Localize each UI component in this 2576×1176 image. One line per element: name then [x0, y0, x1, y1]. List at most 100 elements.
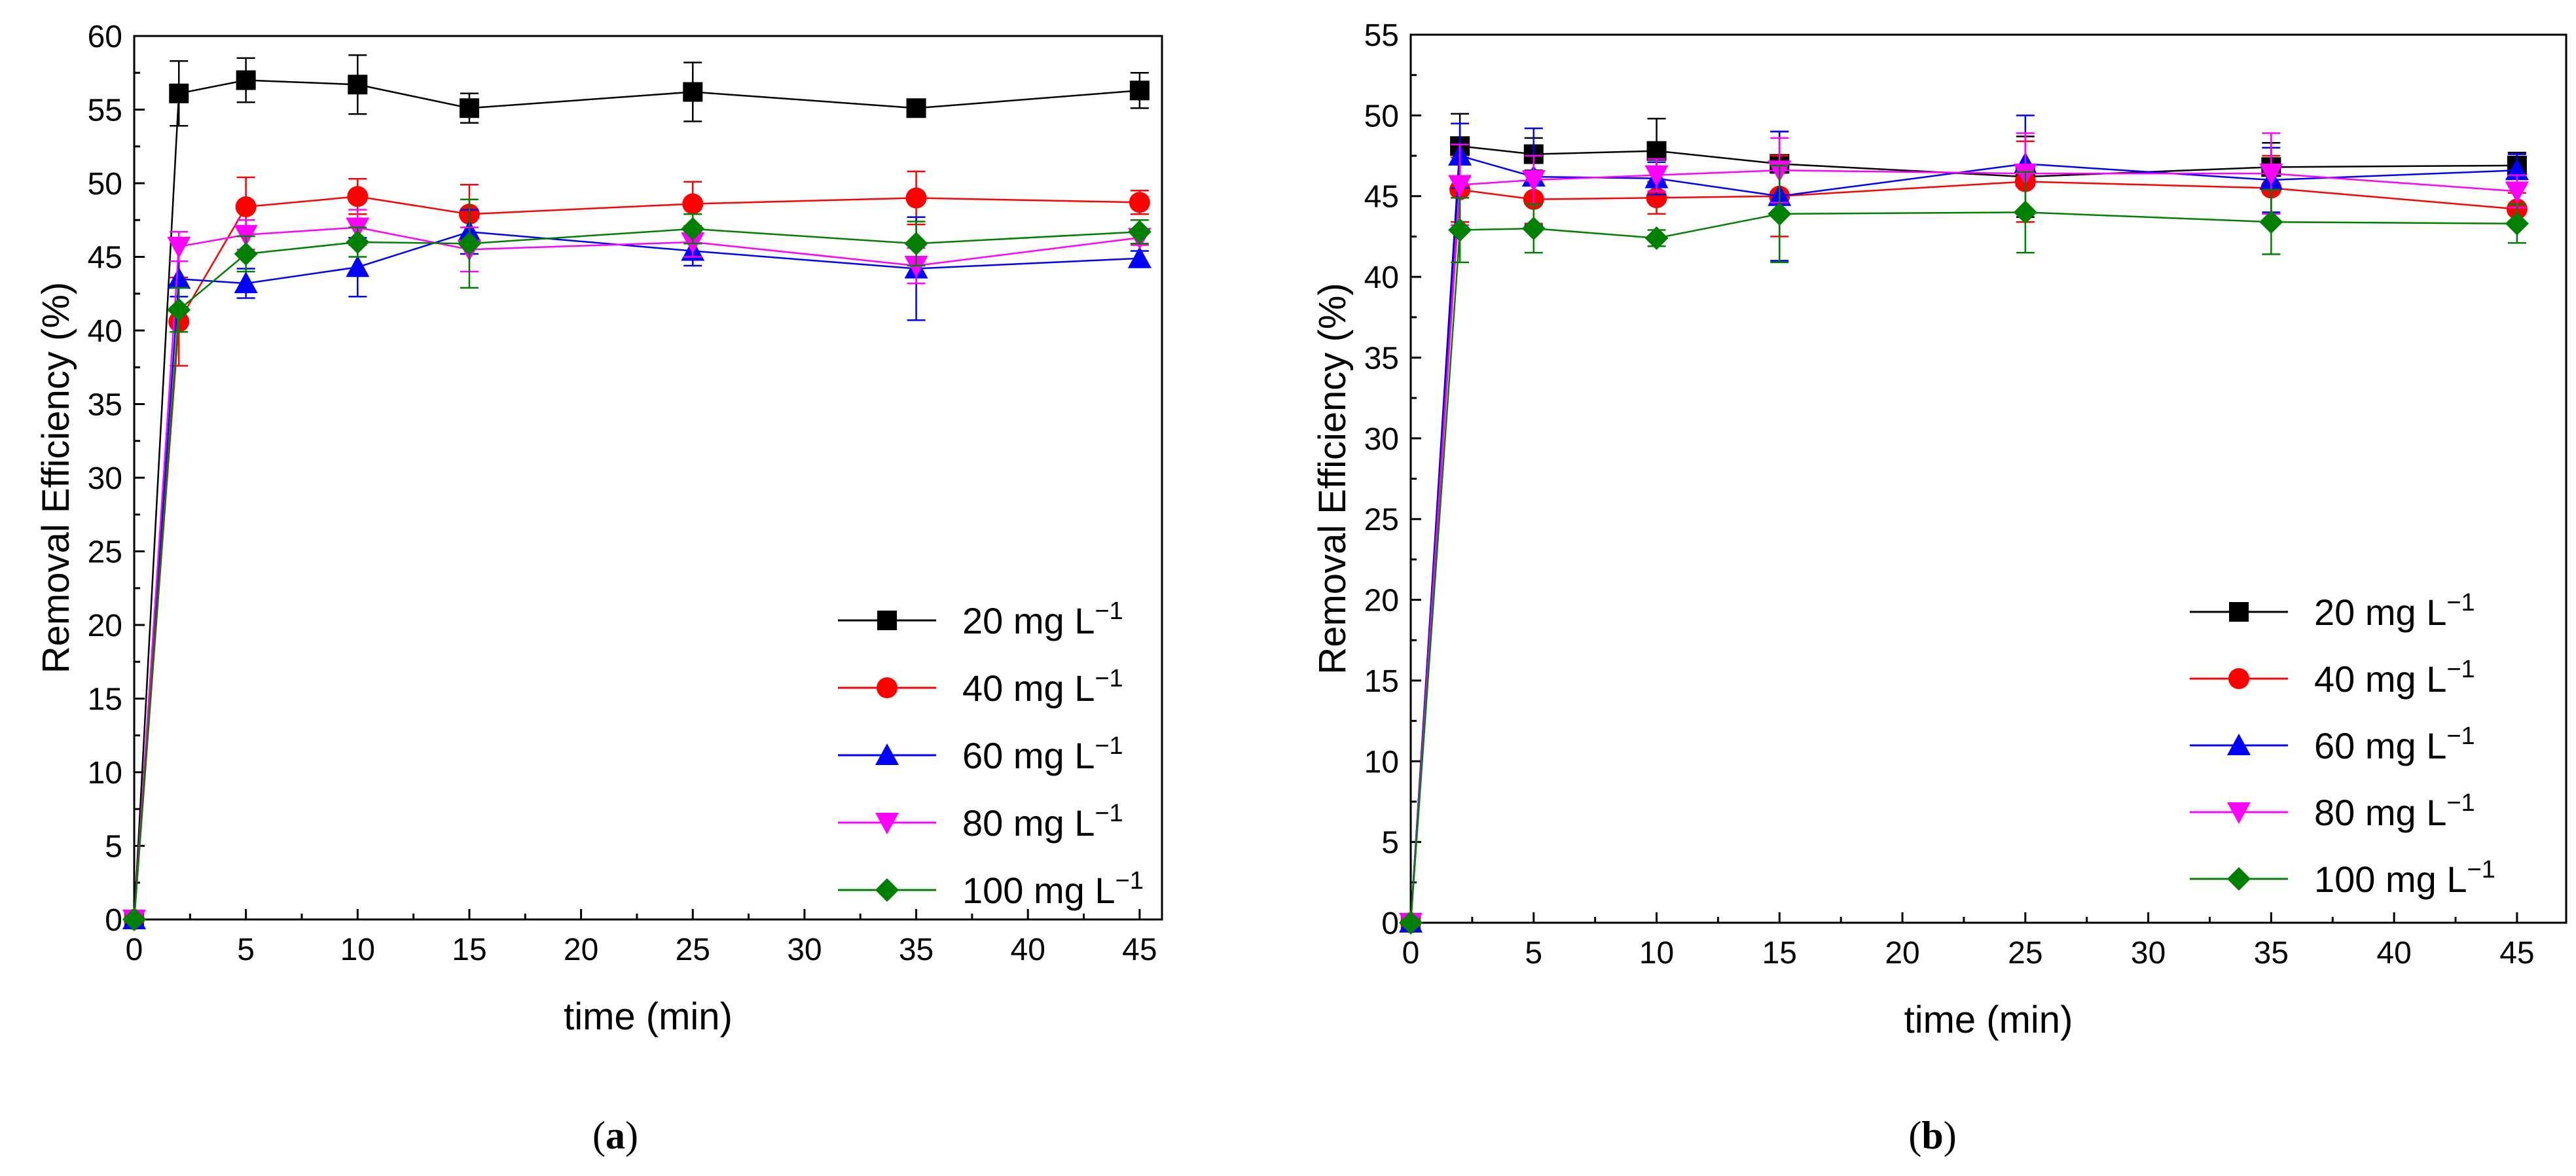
y-tick-label: 5	[1381, 826, 1399, 861]
legend-label-superscript: −1	[1095, 665, 1123, 692]
panel-label-open-paren: (	[1908, 1114, 1921, 1157]
legend-label-superscript: −1	[2446, 722, 2475, 750]
series-line	[133, 230, 1140, 920]
data-point	[346, 255, 370, 277]
legend-marker	[2227, 802, 2251, 824]
y-tick-label: 45	[1364, 180, 1399, 215]
legend-label-superscript: −1	[1095, 800, 1123, 827]
data-point	[1646, 141, 1667, 161]
x-tick-label: 15	[1762, 936, 1797, 971]
data-point	[1644, 226, 1669, 250]
series-line	[1409, 169, 2517, 923]
legend-marker	[875, 813, 899, 834]
legend-label-superscript: −1	[1095, 597, 1123, 625]
legend-label-text: 100 mg L	[2314, 859, 2467, 900]
x-tick-label: 35	[2254, 936, 2289, 971]
data-point	[457, 232, 481, 256]
data-point	[681, 217, 705, 241]
legend-marker	[875, 743, 899, 765]
y-tick-label: 10	[88, 756, 122, 791]
legend-label: 40 mg L−1	[2314, 656, 2475, 700]
legend-label-text: 60 mg L	[2314, 725, 2446, 766]
data-point	[235, 196, 257, 217]
data-point	[346, 230, 370, 254]
legend-label: 20 mg L−1	[962, 597, 1123, 641]
data-point	[905, 187, 927, 209]
panel-label-b: (b)	[1908, 1114, 1956, 1157]
y-tick-label: 35	[1364, 341, 1399, 376]
x-tick-label: 30	[787, 933, 822, 967]
x-tick-label: 0	[1402, 936, 1420, 971]
legend-label: 60 mg L−1	[2314, 722, 2475, 766]
panel-label-close-paren: )	[625, 1114, 638, 1157]
data-point	[167, 298, 191, 322]
series-line	[133, 226, 1140, 920]
legend-label-superscript: −1	[1095, 732, 1123, 760]
legend-label: 80 mg L−1	[962, 800, 1123, 844]
data-point	[1448, 218, 1472, 242]
data-point	[236, 70, 256, 90]
y-tick-label: 55	[1364, 18, 1399, 53]
series-line	[1409, 154, 2517, 923]
legend-marker	[2227, 867, 2251, 891]
data-point	[1448, 175, 1472, 197]
data-point	[2259, 210, 2283, 234]
data-point	[167, 267, 191, 289]
data-point	[234, 272, 258, 293]
data-point	[169, 83, 189, 103]
y-tick-label: 0	[105, 903, 122, 938]
legend: 20 mg L−140 mg L−160 mg L−180 mg L−1100 …	[838, 597, 1144, 911]
series-4	[1399, 132, 2529, 935]
data-point	[348, 75, 368, 95]
panel-label-letter: b	[1921, 1114, 1943, 1157]
legend-label: 100 mg L−1	[2314, 856, 2495, 900]
data-point	[1644, 165, 1669, 187]
data-point	[1129, 80, 1150, 101]
legend-marker	[877, 677, 898, 698]
data-point	[683, 82, 703, 102]
legend-label-text: 60 mg L	[962, 735, 1095, 776]
x-tick-label: 5	[1525, 936, 1542, 971]
legend-label: 80 mg L−1	[2314, 789, 2475, 833]
y-tick-label: 40	[1364, 260, 1399, 295]
data-point	[122, 908, 146, 931]
y-tick-label: 30	[1364, 422, 1399, 457]
data-point	[904, 232, 928, 256]
y-axis-title: Removal Efficiency (%)	[35, 282, 77, 673]
y-tick-label: 20	[1364, 584, 1399, 618]
panel-label-open-paren: (	[592, 1114, 606, 1157]
legend: 20 mg L−140 mg L−160 mg L−180 mg L−1100 …	[2190, 589, 2495, 900]
y-tick-label: 60	[88, 20, 122, 54]
series-5	[122, 198, 1152, 931]
y-tick-label: 15	[1364, 664, 1399, 699]
x-tick-label: 40	[2376, 936, 2411, 971]
y-tick-label: 20	[88, 609, 122, 643]
y-tick-label: 0	[1381, 906, 1399, 941]
y-tick-label: 50	[88, 167, 122, 202]
data-point	[2259, 164, 2283, 186]
data-point	[904, 256, 928, 277]
y-tick-label: 40	[88, 314, 122, 349]
x-tick-label: 10	[340, 933, 375, 967]
series-line	[133, 79, 1140, 920]
series-line	[133, 195, 1140, 920]
plot-frame	[133, 35, 1163, 921]
x-tick-label: 45	[2499, 936, 2534, 971]
panel-label-a: (a)	[592, 1114, 638, 1157]
series-5	[1399, 164, 2529, 935]
data-point	[1129, 192, 1150, 213]
series-line	[1409, 211, 2517, 923]
legend-label-superscript: −1	[2467, 856, 2495, 883]
legend-label-superscript: −1	[2446, 656, 2475, 683]
x-tick-label: 15	[452, 933, 486, 967]
x-tick-label: 45	[1122, 933, 1157, 967]
y-tick-label: 25	[88, 535, 122, 570]
data-point	[1127, 220, 1152, 244]
data-point	[1521, 217, 1546, 241]
x-tick-label: 20	[1885, 936, 1919, 971]
y-tick-label: 5	[105, 830, 122, 864]
x-tick-label: 5	[237, 933, 255, 967]
series-line	[1409, 145, 2517, 923]
series-1	[124, 54, 1150, 929]
data-point	[682, 193, 704, 215]
